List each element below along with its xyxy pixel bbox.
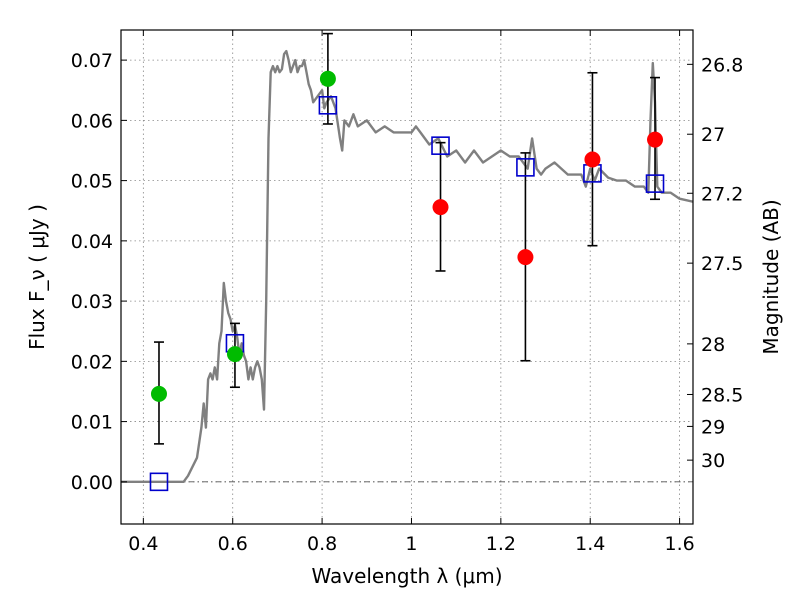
right-tick-label: 28.5: [701, 384, 743, 406]
red-data-point: [647, 131, 664, 148]
model-spectrum: [121, 49, 693, 483]
y-tick-label: 0.02: [71, 351, 113, 373]
y-tick-label: 0.06: [71, 110, 113, 132]
plot-frame: [120, 29, 694, 525]
y-tick-label: 0.03: [71, 291, 113, 313]
y-tick-label: 0.07: [71, 50, 113, 72]
observed-points: [150, 70, 664, 402]
right-tick-label: 29: [701, 416, 725, 438]
x-tick-label: 0.6: [218, 533, 248, 555]
x-tick-label: 1: [405, 533, 417, 555]
model-spectrum-line: [121, 49, 693, 483]
right-tick-label: 28: [701, 334, 725, 356]
y-tick-label: 0.01: [71, 412, 113, 434]
right-tick-label: 27.2: [701, 183, 743, 205]
model-square-marker: [431, 136, 450, 155]
y-tick-label: 0.05: [71, 171, 113, 193]
x-tick-label: 0.4: [128, 533, 158, 555]
plot-area: [121, 30, 693, 524]
y-tick-label: 0.04: [71, 231, 113, 253]
right-tick-label: 30: [701, 450, 725, 472]
red-data-point: [517, 249, 534, 266]
right-axis-ticks: 26.8 27 27.2 27.5 28 28.5 29 30: [687, 54, 743, 472]
red-data-point: [432, 199, 449, 216]
y-axis-label: Flux F_ν ( μJy ): [25, 204, 49, 350]
model-square-marker: [149, 472, 169, 492]
right-axis-label: Magnitude (AB): [759, 199, 783, 354]
x-axis-ticks: 0.4 0.6 0.8 1 1.2 1.4 1.6: [128, 30, 695, 555]
x-tick-label: 1.2: [486, 533, 516, 555]
model-square-marker: [645, 174, 665, 193]
x-axis-label: Wavelength λ (μm): [311, 564, 502, 588]
y-tick-label: 0.00: [71, 472, 113, 494]
model-square-marker: [318, 96, 338, 115]
right-tick-label: 27: [701, 124, 725, 146]
right-tick-label: 27.5: [701, 253, 743, 275]
right-tick-label: 26.8: [701, 54, 743, 76]
green-data-point: [150, 385, 167, 402]
x-tick-label: 1.4: [575, 533, 605, 555]
red-data-point: [584, 151, 601, 168]
x-tick-label: 1.6: [664, 533, 694, 555]
green-data-point: [319, 70, 336, 87]
x-tick-label: 0.8: [307, 533, 337, 555]
model-square-marker: [516, 158, 535, 177]
y-axis-ticks: 0.00 0.01 0.02 0.03 0.04 0.05 0.06 0.07: [71, 50, 127, 494]
green-data-point: [226, 346, 243, 363]
